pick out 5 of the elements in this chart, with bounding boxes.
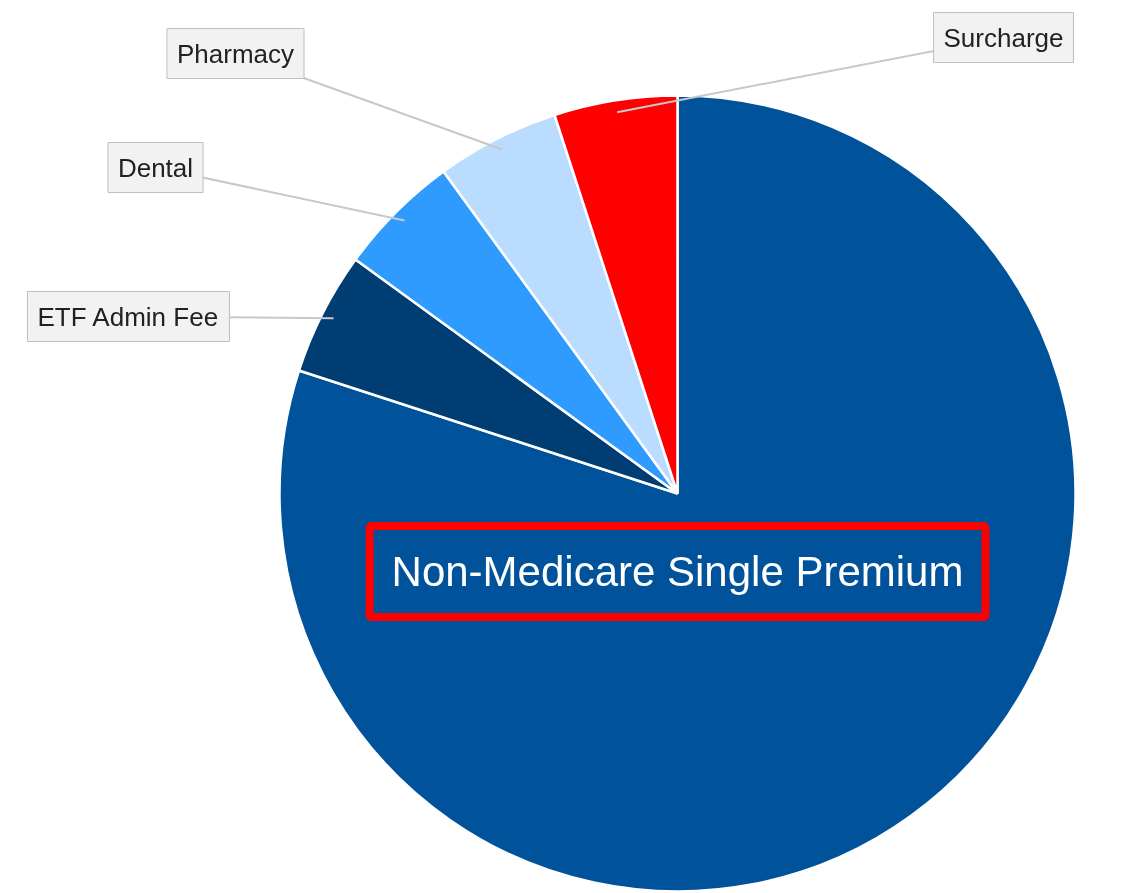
slice-label: ETF Admin Fee — [37, 301, 219, 332]
slice-label: Pharmacy — [176, 38, 295, 69]
slice-label: Non-Medicare Single Premium — [391, 548, 964, 595]
slice-label: Surcharge — [943, 22, 1064, 53]
slice-label: Dental — [117, 152, 194, 183]
